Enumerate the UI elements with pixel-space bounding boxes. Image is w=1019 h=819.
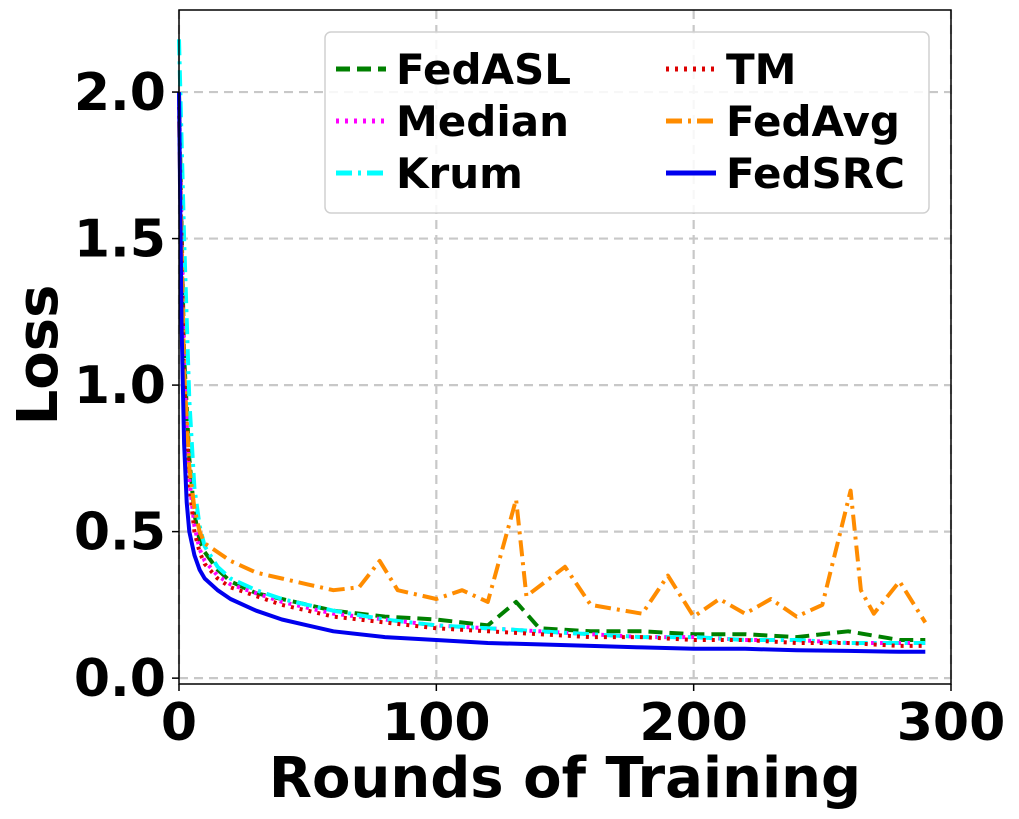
series-line-fedavg	[177, 121, 927, 624]
legend-label-median: Median	[396, 97, 569, 146]
legend-box	[324, 31, 930, 214]
y-tick-label: 2.0	[74, 63, 166, 123]
legend-label-fedsrc: FedSRC	[726, 149, 905, 198]
legend-label-krum: Krum	[396, 149, 523, 198]
y-tick-label: 1.0	[74, 356, 166, 416]
series-line-krum	[177, 39, 926, 645]
y-tick-label: 0.0	[74, 649, 166, 709]
y-axis-label: Loss	[6, 285, 71, 426]
x-axis-label: Rounds of Training	[269, 746, 861, 811]
axis-ticks: 0 100 200 300 0.0 0.5 1.0 1.5 2.0	[74, 63, 1005, 753]
legend-label-fedasl: FedASL	[396, 45, 571, 94]
series-line-fedasl	[177, 92, 926, 642]
legend-label-tm: TM	[726, 45, 796, 94]
x-tick-label: 0	[161, 693, 197, 753]
y-tick-label: 0.5	[74, 503, 166, 563]
x-tick-label: 200	[639, 693, 748, 753]
x-tick-label: 300	[897, 693, 1006, 753]
legend-label-fedavg: FedAvg	[726, 97, 900, 146]
y-tick-label: 1.5	[74, 210, 166, 270]
series-line-tm	[177, 106, 926, 648]
x-tick-label: 100	[382, 693, 491, 753]
plot-frame	[178, 9, 952, 685]
series-lines	[177, 39, 927, 654]
series-line-fedsrc	[177, 92, 926, 654]
